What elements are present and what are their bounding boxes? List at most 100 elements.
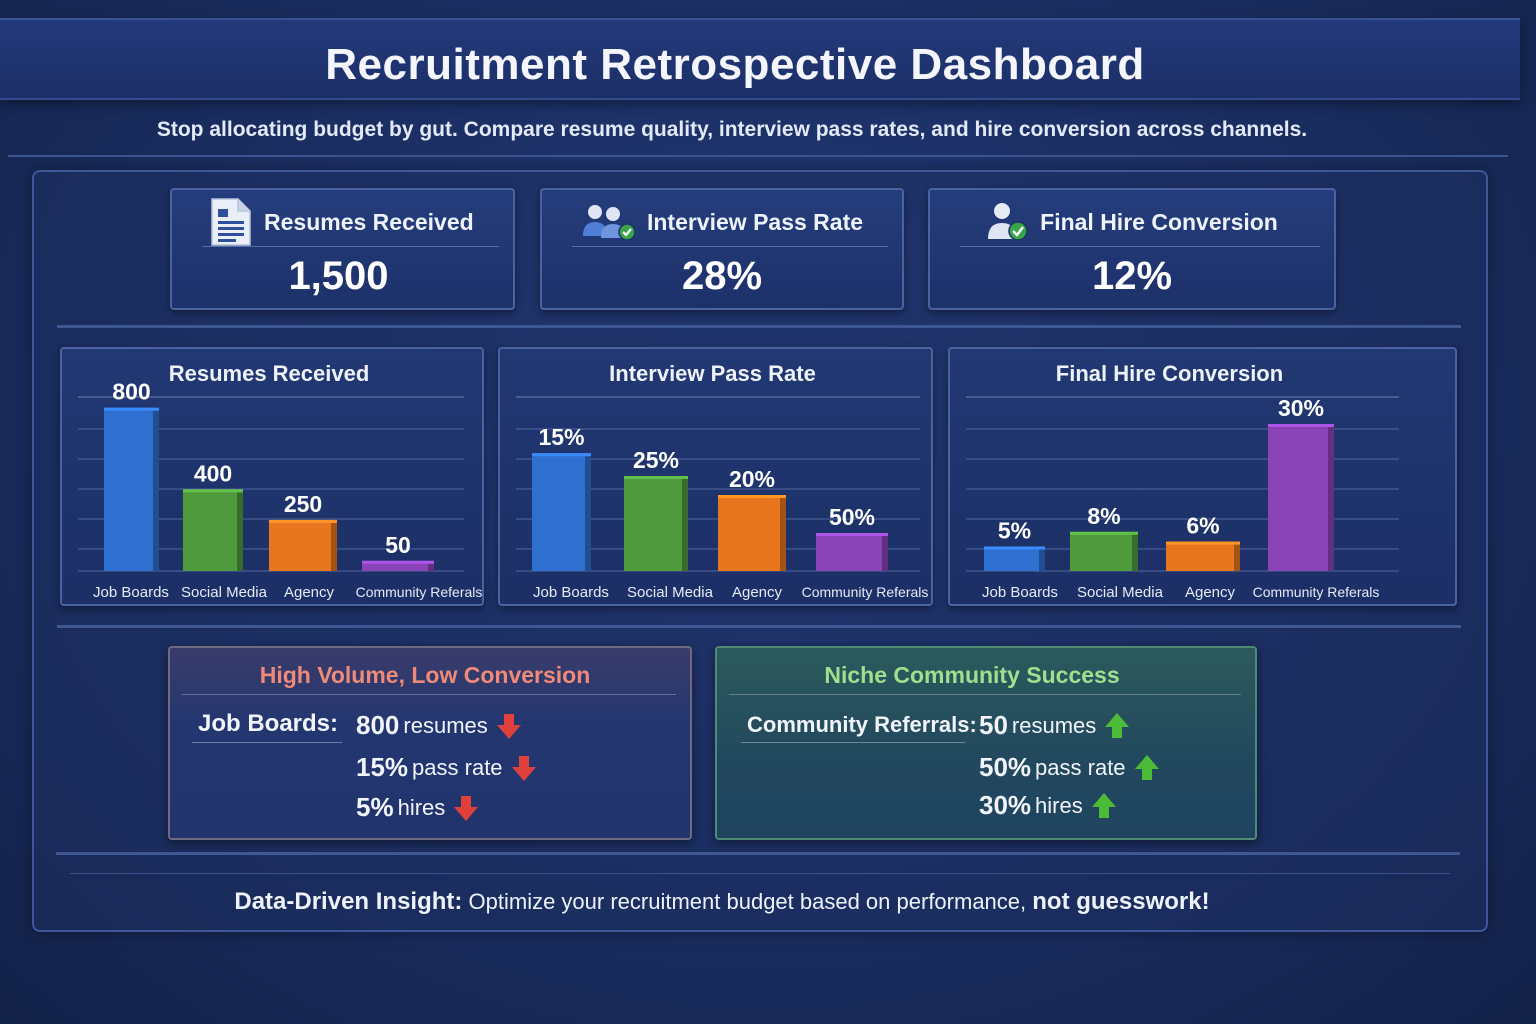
insight-line: 50% pass rate (979, 752, 1160, 783)
category-label: Agency (732, 584, 783, 601)
insight-negative-card: High Volume, Low Conversion Job Boards: … (168, 646, 692, 840)
bar-highlight (1268, 424, 1334, 427)
category-label: Community Referals (1253, 584, 1380, 600)
bar (269, 519, 337, 571)
insight-text: resumes (403, 712, 488, 738)
bar-highlight (269, 519, 337, 523)
down-arrow-icon (511, 755, 536, 781)
data-label: 50 (385, 532, 411, 558)
bar (183, 489, 243, 571)
bar-shade (153, 407, 159, 571)
kpi-value: 12% (1091, 254, 1173, 298)
insight-title: High Volume, Low Conversion (259, 662, 591, 688)
footer-middle: Optimize your recruitment budget based o… (462, 889, 1033, 914)
insight-number: 50% (979, 752, 1032, 782)
up-arrow-icon (1134, 754, 1159, 780)
bar (1070, 531, 1138, 571)
page-title: Recruitment Retrospective Dashboard (325, 40, 1145, 89)
insight-line: 30% hires (979, 790, 1117, 821)
category-label: Agency (284, 584, 335, 601)
insight-number: 15% (356, 752, 409, 782)
chart-panel-interview: Interview Pass Rate 15% Job Boards 25% Soci… (498, 347, 933, 606)
data-label: 50% (829, 504, 875, 530)
bar-shade (1039, 546, 1045, 571)
bar-highlight (816, 533, 888, 536)
kpi-interview-card: Interview Pass Rate 28% (540, 188, 904, 310)
footer-lead: Data-Driven Insight: (234, 888, 463, 915)
divider (729, 694, 1241, 695)
kpi-hire-card: Final Hire Conversion 12% (928, 188, 1336, 310)
bar-chart-interview: 15% Job Boards 25% Social Media 20% Agency 50%… (516, 396, 929, 601)
person-check-icon (988, 203, 1028, 241)
bar-chart-resumes: 800 Job Boards 400 Social Media 250 Agency 50 C… (78, 379, 483, 601)
bar-shade (1328, 424, 1334, 571)
bar-shade (237, 489, 243, 571)
insight-positive-card: Niche Community Success Community Referr… (715, 646, 1257, 840)
bar (104, 407, 159, 571)
insight-line: 50 resumes (979, 710, 1130, 741)
title-bar: Recruitment Retrospective Dashboard (0, 18, 1520, 100)
bar (718, 495, 786, 571)
page-subtitle: Stop allocating budget by gut. Compare r… (156, 118, 1308, 141)
data-label: 30% (1278, 395, 1324, 421)
divider (56, 852, 1460, 855)
bar-chart-hire: 5% Job Boards 8% Social Media 6% Agency 30% Com… (966, 395, 1399, 601)
category-label: Community Referals (802, 584, 929, 600)
data-label: 25% (633, 447, 679, 473)
category-label: Job Boards (93, 584, 169, 601)
insight-text: pass rate (1035, 754, 1126, 780)
divider (57, 625, 1461, 628)
category-label: Job Boards (533, 584, 609, 601)
kpi-label: Final Hire Conversion (1040, 208, 1278, 235)
divider (960, 246, 1320, 247)
people-check-icon (582, 205, 636, 241)
kpi-value: 28% (681, 254, 763, 298)
category-label: Social Media (181, 584, 268, 601)
kpi-label: Interview Pass Rate (646, 208, 864, 235)
chart-panel-resumes: Resumes Received 800 Job Boards 400 Social … (60, 347, 484, 606)
bar-highlight (104, 407, 159, 411)
bar-shade (585, 453, 591, 571)
bar-shade (1132, 531, 1138, 571)
bar-shade (882, 533, 888, 571)
bar-highlight (624, 476, 688, 479)
up-arrow-icon (1105, 712, 1130, 738)
down-arrow-icon (454, 795, 479, 821)
divider (182, 694, 676, 695)
bar-shade (682, 476, 688, 571)
insight-title: Niche Community Success (824, 662, 1120, 688)
bar-highlight (984, 546, 1045, 550)
chart-title: Resumes Received (168, 361, 370, 386)
kpi-value: 1,500 (288, 254, 389, 298)
bar-shade (780, 495, 786, 571)
data-label: 800 (112, 379, 150, 405)
bar (1166, 541, 1240, 571)
insight-text: hires (397, 794, 446, 820)
insight-channel-label: Community Referrals: (747, 712, 977, 737)
insight-text: pass rate (412, 754, 503, 780)
bar-highlight (183, 489, 243, 493)
insight-line: 800 resumes (356, 710, 522, 741)
divider (57, 325, 1461, 328)
bar-highlight (362, 560, 434, 564)
data-label: 6% (1186, 513, 1219, 539)
bar-shade (331, 519, 337, 571)
bar-shade (1234, 541, 1240, 571)
divider (572, 246, 888, 247)
data-label: 250 (284, 491, 322, 517)
insight-number: 50 (979, 710, 1008, 740)
category-label: Agency (1185, 584, 1236, 601)
bar (1268, 424, 1334, 571)
divider (8, 155, 1508, 157)
category-label: Social Media (627, 584, 714, 601)
bar-highlight (718, 495, 786, 498)
data-label: 5% (998, 518, 1031, 544)
category-label: Community Referals (356, 584, 483, 600)
divider (192, 742, 342, 743)
up-arrow-icon (1091, 792, 1116, 818)
insight-text: resumes (1011, 712, 1097, 738)
category-label: Job Boards (982, 584, 1058, 601)
kpi-resumes-card: Resumes Received 1,500 (170, 188, 515, 310)
divider (70, 873, 1450, 874)
footer-tail: not guesswork! (1032, 888, 1210, 915)
